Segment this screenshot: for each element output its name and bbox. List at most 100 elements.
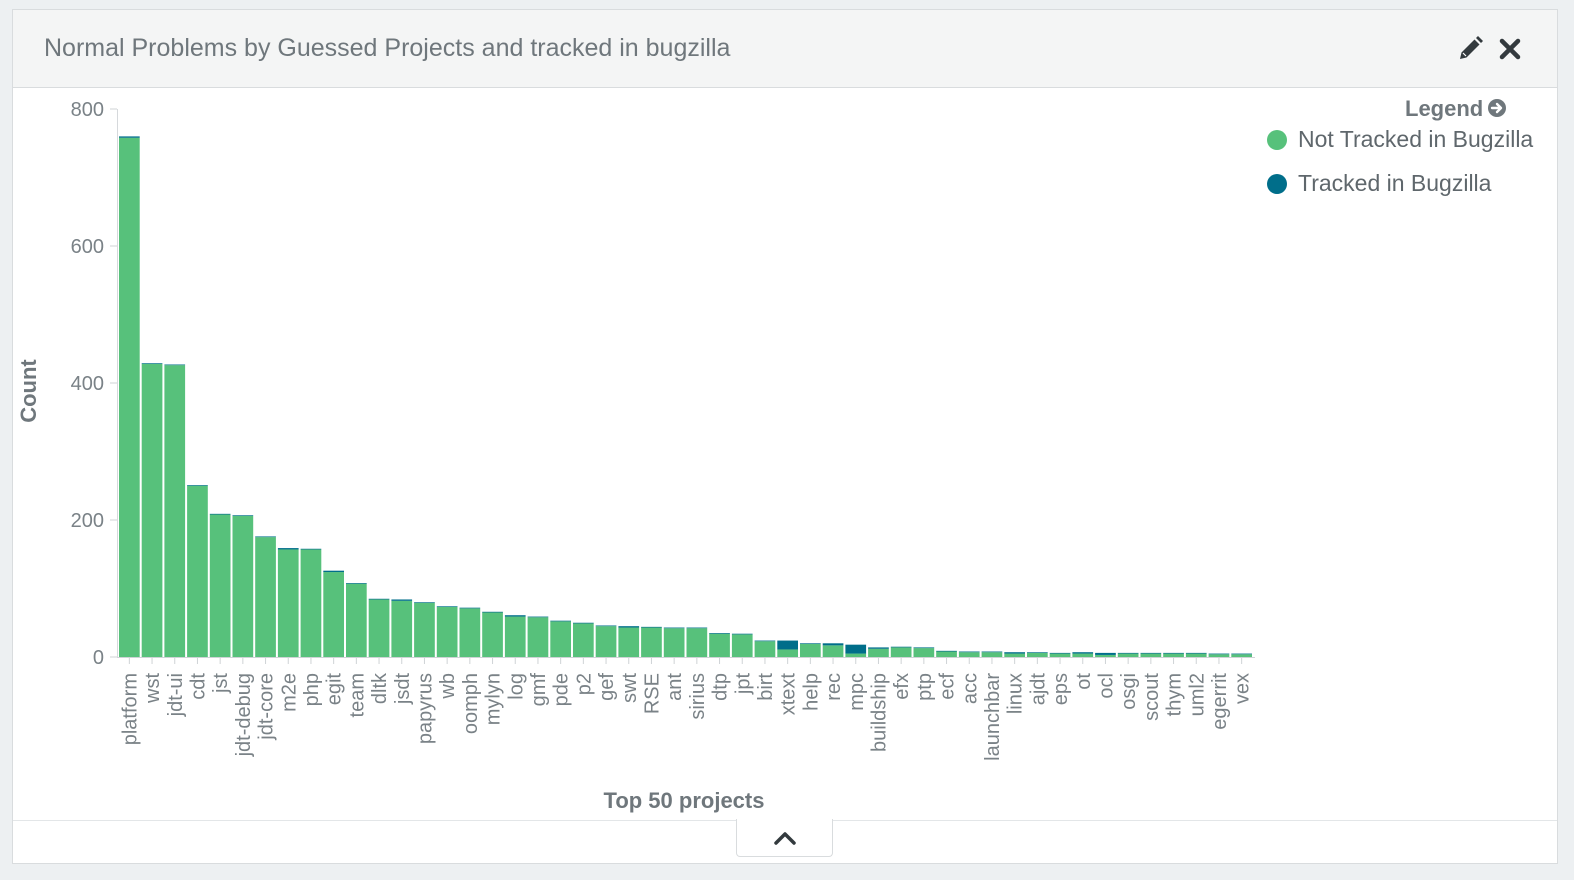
x-tick-label: osgi xyxy=(1118,673,1140,710)
x-tick-label: jst xyxy=(210,673,232,694)
y-tick-label: 0 xyxy=(93,647,104,669)
bar-not-tracked xyxy=(731,634,753,657)
panel-header: Normal Problems by Guessed Projects and … xyxy=(13,10,1557,88)
bar-tracked xyxy=(981,651,1003,653)
bar-not-tracked xyxy=(414,602,435,657)
bar-tracked xyxy=(550,620,571,622)
y-tick-label: 200 xyxy=(71,510,104,532)
bar-not-tracked xyxy=(1049,653,1071,657)
legend-title: Legend xyxy=(1405,96,1484,121)
bar-not-tracked xyxy=(232,515,254,657)
bar-not-tracked xyxy=(868,648,889,657)
bar-tracked xyxy=(1231,653,1252,655)
x-tick-label: ant xyxy=(664,673,686,701)
bar-tracked xyxy=(346,583,367,584)
bar-tracked xyxy=(277,548,299,550)
bar-not-tracked xyxy=(459,608,481,657)
bar-not-tracked xyxy=(141,363,163,657)
bar-not-tracked xyxy=(777,649,798,657)
bar-not-tracked xyxy=(800,643,821,657)
collapse-button[interactable] xyxy=(736,819,833,857)
x-tick-label: oomph xyxy=(460,673,482,734)
bar-tracked xyxy=(504,615,526,617)
legend-swatch-not-tracked xyxy=(1267,129,1287,150)
bar-tracked xyxy=(391,599,413,601)
x-tick-label: pde xyxy=(551,673,573,706)
bar-tracked xyxy=(913,647,935,649)
legend-item-tracked[interactable]: Tracked in Bugzilla xyxy=(1267,170,1491,200)
x-tick-label: php xyxy=(301,673,323,706)
bar-tracked xyxy=(822,643,844,646)
x-tick-label: dtp xyxy=(710,673,732,701)
bar-not-tracked xyxy=(391,600,413,657)
x-tick-label: p2 xyxy=(573,673,595,695)
bar-tracked xyxy=(936,650,957,652)
x-tick-label: mpc xyxy=(846,673,868,711)
close-icon[interactable] xyxy=(1495,34,1525,64)
x-tick-label: help xyxy=(800,673,822,711)
bar-tracked xyxy=(663,627,685,629)
panel-title: Normal Problems by Guessed Projects and … xyxy=(44,34,731,62)
chart-area: 0 200 400 600 800 platform wst jdt-ui cdt jst jdt-… xyxy=(13,88,1557,820)
bar-not-tracked xyxy=(436,606,458,657)
bar-tracked xyxy=(686,627,708,629)
bar-not-tracked xyxy=(754,641,776,657)
bar-tracked xyxy=(845,644,867,654)
bar-tracked xyxy=(1163,652,1184,654)
bar-tracked xyxy=(141,363,163,364)
bar-not-tracked xyxy=(300,549,322,657)
x-tick-label: birt xyxy=(755,673,777,701)
bar-not-tracked xyxy=(573,623,594,657)
bar-not-tracked xyxy=(1027,652,1048,657)
bar-tracked xyxy=(595,625,617,627)
bar-not-tracked xyxy=(913,648,935,657)
pencil-icon[interactable] xyxy=(1455,34,1485,64)
bar-tracked xyxy=(119,136,140,138)
x-tick-label: ajdt xyxy=(1027,673,1049,706)
bar-tracked xyxy=(641,626,662,628)
x-tick-label: jdt-debug xyxy=(233,673,255,757)
x-tick-label: log xyxy=(505,673,527,700)
bar-not-tracked xyxy=(368,599,390,657)
bar-not-tracked xyxy=(323,572,344,657)
legend-item-not-tracked[interactable]: Not Tracked in Bugzilla xyxy=(1267,126,1533,156)
x-tick-label: efx xyxy=(891,673,913,700)
bar-not-tracked xyxy=(164,365,186,657)
bar-not-tracked xyxy=(822,645,844,657)
bar-not-tracked xyxy=(482,612,503,657)
bar-tracked xyxy=(300,548,322,550)
bar-tracked xyxy=(777,640,798,650)
bar-tracked xyxy=(414,602,435,603)
x-tick-label: dltk xyxy=(369,672,391,704)
x-tick-label: linux xyxy=(1005,673,1027,714)
x-tick-label: jsdt xyxy=(392,673,414,706)
bar-not-tracked xyxy=(936,651,957,657)
bar-not-tracked xyxy=(1072,653,1094,657)
x-tick-label: m2e xyxy=(278,673,300,712)
x-tick-label: rec xyxy=(823,673,845,701)
bar-not-tracked xyxy=(504,616,526,657)
x-tick-label: jpt xyxy=(732,673,754,696)
bar-not-tracked xyxy=(709,633,730,657)
x-tick-label: egit xyxy=(324,673,346,706)
bar-tracked xyxy=(232,515,254,516)
chevron-up-icon xyxy=(774,832,796,845)
legend-swatch-tracked xyxy=(1267,173,1287,194)
bar-not-tracked xyxy=(890,647,912,657)
bar-tracked xyxy=(709,633,730,634)
bar-not-tracked xyxy=(1208,654,1230,657)
x-axis-title: Top 50 projects xyxy=(603,788,765,813)
bar-not-tracked xyxy=(663,628,685,657)
bar-not-tracked xyxy=(255,537,276,657)
x-tick-label: gef xyxy=(596,673,618,701)
bar-tracked xyxy=(482,611,503,613)
legend-toggle[interactable]: Legend xyxy=(1405,96,1507,122)
bar-tracked xyxy=(436,606,458,607)
x-tick-label: scout xyxy=(1141,673,1163,721)
bar-tracked xyxy=(754,640,776,642)
bar-not-tracked xyxy=(527,617,549,657)
bar-not-tracked xyxy=(187,485,208,657)
bar-not-tracked xyxy=(958,652,980,657)
bar-tracked xyxy=(1095,652,1116,655)
bar-not-tracked xyxy=(1185,653,1207,657)
